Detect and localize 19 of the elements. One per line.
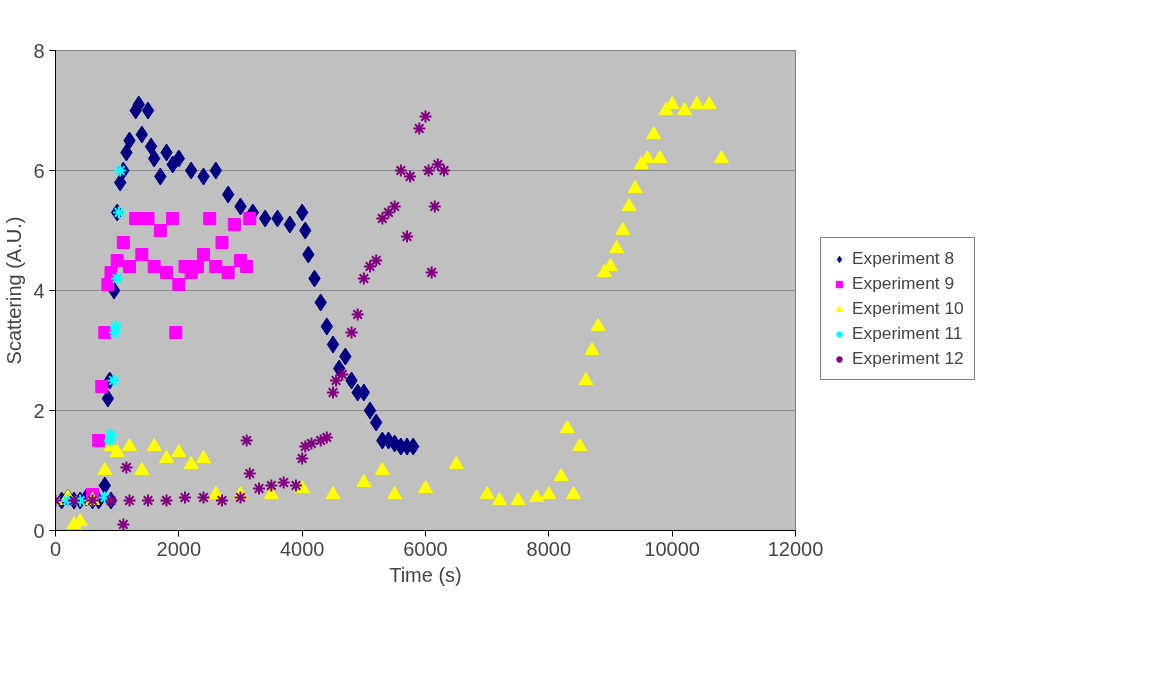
x-tick-label: 12000 (767, 537, 824, 560)
x-tick-label: 10000 (644, 537, 700, 560)
y-tick-label: 6 (33, 159, 45, 182)
y-axis-title: Scattering (A.U.) (3, 216, 26, 365)
y-tick-label: 2 (33, 399, 45, 422)
legend-label: Experiment 12 (852, 348, 964, 369)
legend-label: Experiment 8 (852, 248, 956, 269)
legend-label: Experiment 9 (852, 273, 956, 294)
y-tick-label: 8 (33, 39, 45, 62)
x-axis-title: Time (s) (389, 563, 462, 586)
x-tick-label: 8000 (526, 537, 572, 560)
x-tick-label: 2000 (156, 537, 202, 560)
legend-label: Experiment 10 (852, 298, 964, 319)
y-tick-label: 0 (33, 519, 45, 542)
x-tick-label: 6000 (403, 537, 448, 560)
legend-label: Experiment 11 (852, 323, 963, 344)
x-tick-label: 4000 (279, 537, 325, 560)
y-tick-label: 4 (33, 279, 45, 302)
x-tick-label: 0 (49, 537, 62, 560)
